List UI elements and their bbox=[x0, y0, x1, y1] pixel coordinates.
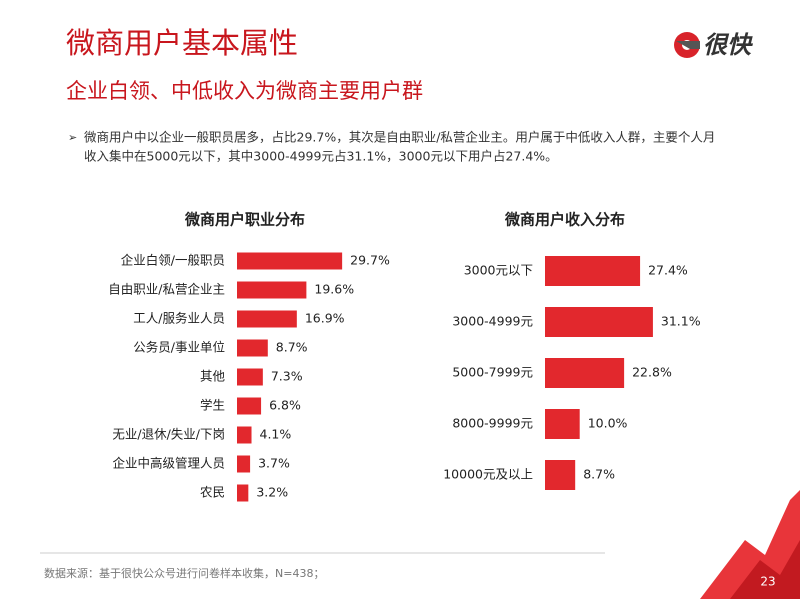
category-label: 10000元及以上 bbox=[443, 467, 533, 482]
category-label: 学生 bbox=[200, 398, 225, 413]
bar bbox=[237, 281, 307, 299]
decoration bbox=[700, 490, 800, 599]
bar bbox=[237, 310, 297, 328]
category-label: 企业白领/一般职员 bbox=[121, 253, 225, 268]
bar bbox=[237, 252, 343, 270]
category-label: 工人/服务业人员 bbox=[133, 311, 225, 326]
category-label: 其他 bbox=[200, 369, 226, 384]
value-label: 31.1% bbox=[661, 314, 701, 329]
chart-title: 微商用户收入分布 bbox=[504, 211, 625, 229]
source: 数据来源：基于很快公众号进行问卷样本收集，N=438； bbox=[44, 566, 324, 580]
category-label: 无业/退休/失业/下岗 bbox=[112, 427, 225, 442]
bar bbox=[237, 339, 268, 357]
category-label: 8000-9999元 bbox=[452, 416, 533, 431]
bar bbox=[545, 358, 625, 388]
bar bbox=[237, 397, 262, 415]
logo-icon-cut bbox=[676, 41, 700, 49]
value-label: 7.3% bbox=[271, 369, 303, 384]
note-line: 微商用户中以企业一般职员居多，占比29.7%，其次是自由职业/私营企业主。用户属… bbox=[84, 130, 715, 145]
category-label: 5000-7999元 bbox=[452, 365, 533, 380]
bar bbox=[545, 307, 653, 337]
value-label: 19.6% bbox=[314, 282, 354, 297]
category-label: 3000-4999元 bbox=[452, 314, 533, 329]
logo-text: 很快 bbox=[703, 31, 753, 59]
value-label: 27.4% bbox=[648, 263, 688, 278]
chart-title: 微商用户职业分布 bbox=[184, 211, 305, 229]
category-label: 3000元以下 bbox=[464, 263, 533, 278]
value-label: 22.8% bbox=[632, 365, 672, 380]
value-label: 3.2% bbox=[256, 485, 288, 500]
bar bbox=[545, 256, 641, 286]
bar bbox=[237, 368, 263, 386]
category-label: 企业中高级管理人员 bbox=[112, 456, 225, 471]
category-label: 公务员/事业单位 bbox=[133, 340, 225, 355]
logo: 很快 bbox=[674, 31, 753, 59]
bar bbox=[237, 455, 251, 473]
category-label: 自由职业/私营企业主 bbox=[108, 282, 225, 297]
note-line: 收入集中在5000元以下，其中3000-4999元占31.1%，3000元以下用… bbox=[84, 149, 558, 164]
bar bbox=[237, 484, 249, 502]
value-label: 10.0% bbox=[588, 416, 628, 431]
value-label: 4.1% bbox=[260, 427, 292, 442]
subtitle: 企业白领、中低收入为微商主要用户群 bbox=[66, 79, 423, 103]
value-label: 29.7% bbox=[350, 253, 390, 268]
bar bbox=[237, 426, 252, 444]
bar bbox=[545, 409, 580, 439]
bullet: ➢ bbox=[68, 131, 77, 144]
category-label: 农民 bbox=[200, 485, 225, 500]
title: 微商用户基本属性 bbox=[66, 26, 298, 60]
value-label: 8.7% bbox=[276, 340, 308, 355]
value-label: 6.8% bbox=[269, 398, 301, 413]
value-label: 16.9% bbox=[305, 311, 345, 326]
value-label: 3.7% bbox=[258, 456, 290, 471]
bar bbox=[545, 460, 576, 490]
mountain bbox=[730, 540, 800, 599]
page-number: 23 bbox=[760, 575, 775, 589]
value-label: 8.7% bbox=[583, 467, 615, 482]
